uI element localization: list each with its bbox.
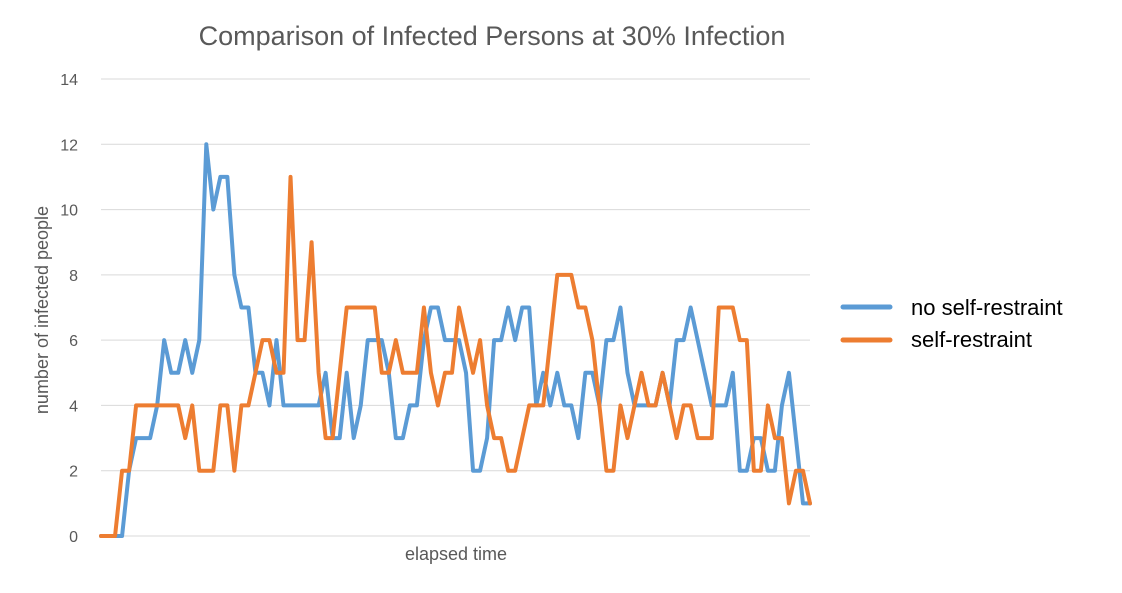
- y-tick-labels: 0 2 4 6 8 10 12 14: [60, 72, 78, 546]
- legend: no self-restraint self-restraint: [840, 295, 1063, 352]
- legend-label-no-self-restraint: no self-restraint: [911, 295, 1063, 320]
- x-axis-label: elapsed time: [405, 544, 507, 564]
- y-tick-label: 0: [69, 529, 78, 546]
- y-tick-label: 8: [69, 268, 78, 285]
- y-axis-label: number of infected people: [32, 206, 52, 414]
- y-tick-label: 14: [60, 72, 78, 89]
- series-line-self-restraint: [99, 174, 812, 538]
- legend-label-self-restraint: self-restraint: [911, 327, 1032, 352]
- y-tick-label: 6: [69, 333, 78, 350]
- chart-title: Comparison of Infected Persons at 30% In…: [199, 21, 786, 51]
- y-tick-label: 12: [60, 137, 78, 154]
- series-lines: [99, 142, 812, 538]
- y-tick-label: 10: [60, 203, 78, 220]
- y-tick-label: 4: [69, 398, 78, 415]
- y-tick-label: 2: [69, 464, 78, 481]
